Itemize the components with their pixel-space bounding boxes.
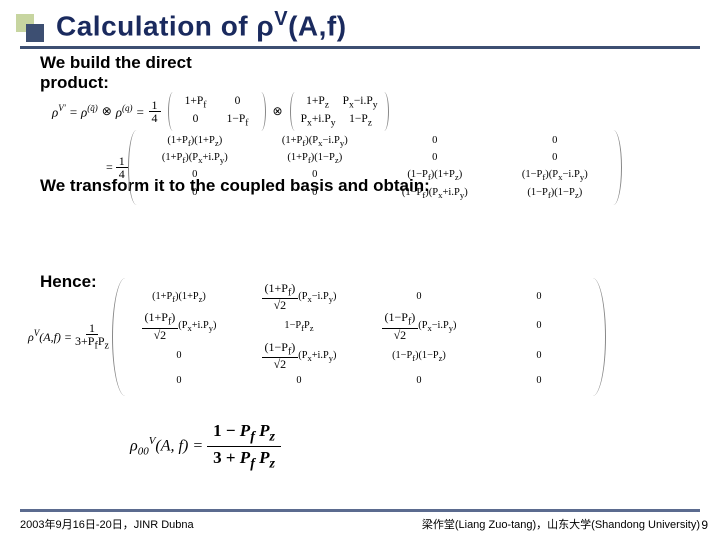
eq3-lhs: ρ00V(A, f) = — [130, 435, 207, 458]
eq1b-matrix: (1+Pf)(1+Pz)(1+Pf)(Px−i.Py)00 (1+Pf)(Px+… — [128, 130, 622, 205]
eq1-rhs-sym: ρ(q) = — [116, 103, 145, 120]
tensor-icon: ⊗ — [102, 104, 112, 119]
eq1-matrix-b: 1+PzPx−i.Py Px+i.Py1−Pz — [290, 92, 389, 131]
lead-line-2: product: — [40, 73, 109, 92]
equation-direct-product-expanded: = 14 (1+Pf)(1+Pz)(1+Pf)(Px−i.Py)00 (1+Pf… — [106, 130, 622, 205]
equation-hence: ρ00V(A, f) = 1 − Pf Pz 3 + Pf Pz — [130, 420, 281, 472]
slide-footer: 2003年9月16日-20日，JINR Dubna 梁作堂(Liang Zuo-… — [0, 509, 720, 532]
equation-coupled-basis: ρV(A,f) = 13+PfPz (1+Pf)(1+Pz)(1+Pf)√2(P… — [28, 278, 606, 396]
decor-square-front — [26, 24, 44, 42]
eq2-frac: 13+PfPz — [72, 322, 112, 351]
footer-right: 梁作堂(Liang Zuo-tang)，山东大学(Shandong Univer… — [422, 516, 700, 532]
eq2-matrix: (1+Pf)(1+Pz)(1+Pf)√2(Px−i.Py)00 (1+Pf)√2… — [112, 278, 606, 396]
eq1b-prefix: = — [106, 160, 116, 175]
eq1-matrix-a: 1+Pf0 01−Pf — [168, 92, 266, 131]
lead-text-1: We build the direct product: — [40, 53, 692, 92]
eq3-frac: 1 − Pf Pz 3 + Pf Pz — [207, 420, 281, 472]
footer-rule — [20, 509, 700, 512]
title-text-2: (A,f) — [288, 10, 346, 41]
tensor-icon: ⊗ — [273, 104, 283, 119]
eq1b-frac: 14 — [116, 155, 128, 180]
page-number: 9 — [701, 518, 708, 532]
equation-direct-product: ρV' = ρ(q̄) ⊗ ρ(q) = 14 1+Pf0 01−Pf ⊗ 1+… — [52, 92, 392, 131]
eq1-frac: 14 — [149, 99, 161, 124]
slide-title: Calculation of ρV(A,f) — [56, 8, 700, 42]
eq1-lhs: ρV' = ρ(q̄) — [52, 103, 98, 120]
lead-line-1: We build the direct — [40, 53, 192, 72]
title-sup: V — [274, 8, 288, 30]
eq2-lhs: ρV(A,f) = — [28, 328, 72, 345]
footer-left: 2003年9月16日-20日，JINR Dubna — [20, 516, 194, 532]
title-text: Calculation of ρ — [56, 10, 274, 41]
